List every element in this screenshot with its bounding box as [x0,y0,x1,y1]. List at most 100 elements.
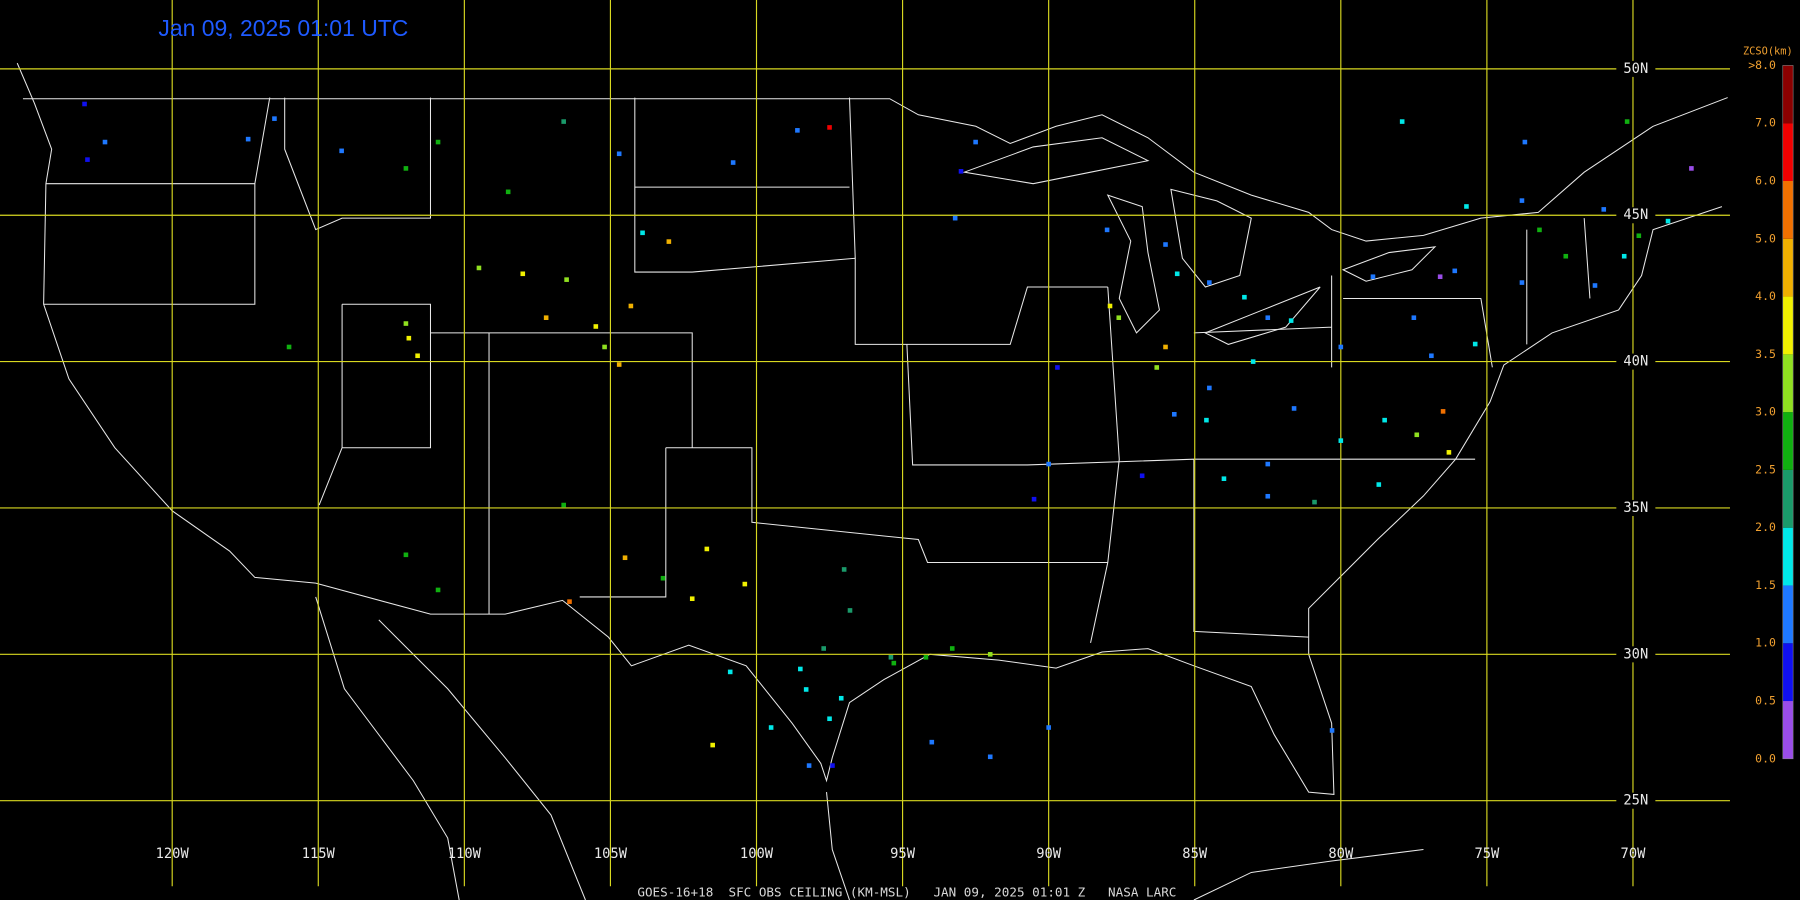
station [640,230,645,236]
station [505,189,511,195]
station [403,552,409,558]
station [1207,385,1212,391]
station [806,763,812,768]
station [403,321,409,326]
colorbar-label: 1.0 [1755,636,1776,650]
station [730,160,736,165]
station [1265,461,1271,467]
longitude-label: 85W [1182,846,1208,862]
colorbar-segment [1782,123,1794,181]
station [616,362,622,367]
station [1601,207,1607,212]
longitude-label: 80W [1328,846,1354,862]
station [1221,476,1227,481]
station [1519,280,1525,285]
colorbar-segment [1782,238,1794,297]
station [1338,438,1344,443]
station [1411,315,1417,320]
colorbar-label: 2.5 [1755,462,1776,476]
label-backdrop [1616,60,1656,77]
station [795,128,800,133]
colorbar-segment [1782,469,1794,528]
colorbar-segment [1782,412,1794,470]
station [841,567,847,572]
station [1174,271,1180,277]
colorbar-segment [1782,643,1794,702]
station [1414,432,1420,438]
station [543,315,549,320]
station [85,157,90,162]
station [1537,227,1542,233]
station [1621,253,1627,259]
station [561,502,566,508]
colorbar-segment [1782,585,1794,644]
colorbar-segment [1782,180,1794,239]
colorbar-segment [1782,527,1794,586]
station [891,660,897,666]
map-title: Jan 09, 2025 01:01 UTC [158,15,408,41]
station [847,608,853,613]
label-backdrop [1616,792,1656,809]
northern-border [22,97,1728,242]
station [1242,294,1247,300]
colorbar-label: 4.0 [1755,289,1776,303]
station [1288,318,1294,323]
station [1250,359,1256,364]
coastline-and-borders [16,62,1723,795]
station [987,652,993,657]
station [1665,218,1671,224]
station [272,116,277,121]
station [1204,417,1209,423]
label-backdrop [1616,353,1656,370]
station [561,119,566,124]
station [830,763,835,768]
colorbar-label: 0.0 [1755,751,1776,765]
colorbar-label: 3.5 [1755,347,1776,361]
station [1171,412,1177,417]
station [1376,482,1382,487]
latitude-label: 45N [1623,207,1648,223]
colorbar-label: 3.0 [1755,405,1776,419]
station [768,725,774,730]
station [666,239,672,244]
station [1592,283,1598,288]
longitude-label: 75W [1474,846,1500,862]
station [929,739,935,745]
station [827,716,832,722]
station [1312,499,1317,505]
station [660,575,666,581]
station [1338,344,1344,350]
station [958,169,964,174]
station [1139,473,1145,479]
station [1446,450,1452,455]
station [1382,417,1387,423]
latitude-label: 35N [1623,500,1648,516]
station [827,125,832,130]
station [1265,493,1271,499]
station [1522,139,1528,145]
colorbar-label: 6.0 [1755,173,1776,187]
station [1689,166,1694,171]
longitude-label: 70W [1621,846,1647,862]
station [987,754,993,760]
stations [82,101,1694,768]
longitude-label: 90W [1036,846,1062,862]
station [622,555,628,561]
station [1437,274,1443,280]
station [1563,253,1569,259]
station [476,265,482,271]
station [838,695,844,701]
station [435,587,441,593]
station [1163,344,1168,350]
station [1163,242,1168,247]
geography [16,62,1728,900]
station [704,546,710,552]
latitude-label: 30N [1623,646,1648,662]
station [1107,303,1113,309]
station [435,139,441,145]
station [415,353,420,359]
station [798,666,803,672]
longitude-label: 120W [156,846,190,862]
